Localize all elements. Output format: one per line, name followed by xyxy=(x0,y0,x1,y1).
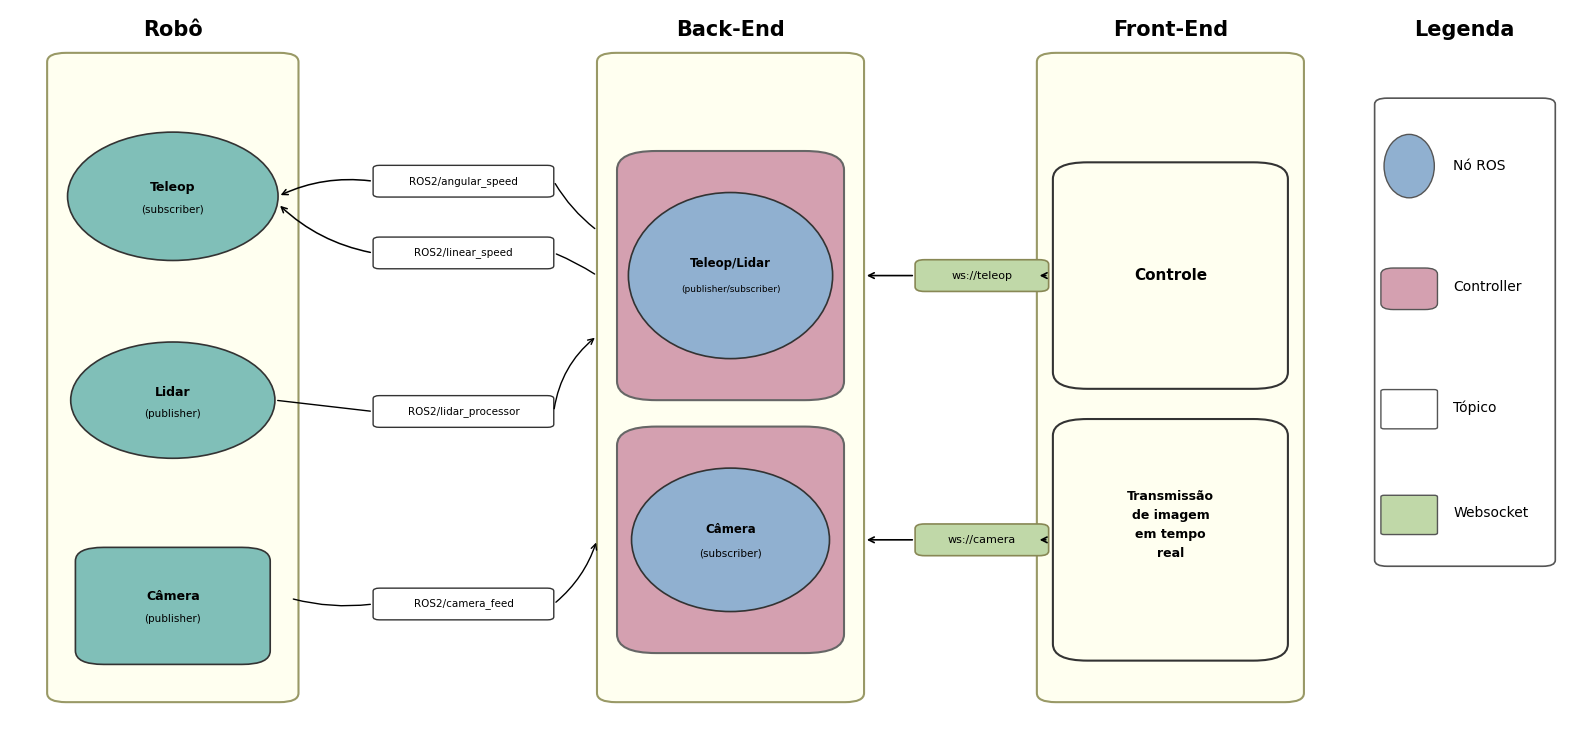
Text: (publisher): (publisher) xyxy=(145,408,201,419)
Text: (publisher/subscriber): (publisher/subscriber) xyxy=(680,285,781,294)
FancyBboxPatch shape xyxy=(372,588,553,620)
FancyBboxPatch shape xyxy=(1375,98,1555,566)
FancyBboxPatch shape xyxy=(914,260,1048,291)
Text: Robô: Robô xyxy=(143,20,203,40)
FancyBboxPatch shape xyxy=(1037,53,1304,702)
Text: ROS2/angular_speed: ROS2/angular_speed xyxy=(408,176,518,186)
FancyBboxPatch shape xyxy=(1053,162,1288,389)
FancyBboxPatch shape xyxy=(1053,419,1288,661)
Text: Câmera: Câmera xyxy=(705,522,756,536)
Text: Câmera: Câmera xyxy=(146,590,200,603)
FancyBboxPatch shape xyxy=(1381,268,1437,310)
Text: ROS2/camera_feed: ROS2/camera_feed xyxy=(413,599,514,609)
FancyBboxPatch shape xyxy=(75,547,270,664)
Text: Lidar: Lidar xyxy=(156,386,190,399)
Text: (subscriber): (subscriber) xyxy=(699,548,762,559)
FancyBboxPatch shape xyxy=(597,53,864,702)
FancyBboxPatch shape xyxy=(47,53,298,702)
FancyBboxPatch shape xyxy=(372,165,553,197)
FancyBboxPatch shape xyxy=(617,427,844,653)
FancyBboxPatch shape xyxy=(1381,390,1437,429)
Text: Controle: Controle xyxy=(1134,268,1207,283)
FancyBboxPatch shape xyxy=(372,237,553,269)
FancyBboxPatch shape xyxy=(1381,495,1437,535)
Text: ws://teleop: ws://teleop xyxy=(952,270,1012,281)
Ellipse shape xyxy=(1384,134,1434,198)
FancyBboxPatch shape xyxy=(617,151,844,400)
FancyBboxPatch shape xyxy=(372,396,553,427)
Text: Transmissão
de imagem
em tempo
real: Transmissão de imagem em tempo real xyxy=(1126,490,1214,559)
Text: Tópico: Tópico xyxy=(1453,400,1497,415)
Ellipse shape xyxy=(628,193,833,359)
Text: (subscriber): (subscriber) xyxy=(141,205,204,215)
Text: Front-End: Front-End xyxy=(1112,20,1229,40)
Text: Teleop/Lidar: Teleop/Lidar xyxy=(690,257,771,270)
Text: ROS2/linear_speed: ROS2/linear_speed xyxy=(415,248,512,258)
Ellipse shape xyxy=(632,468,829,612)
Text: Controller: Controller xyxy=(1453,280,1522,294)
Text: Teleop: Teleop xyxy=(151,180,195,194)
Text: Websocket: Websocket xyxy=(1453,507,1529,520)
Text: ROS2/lidar_processor: ROS2/lidar_processor xyxy=(407,406,520,417)
Text: Back-End: Back-End xyxy=(676,20,786,40)
Ellipse shape xyxy=(68,132,278,260)
Text: Legenda: Legenda xyxy=(1414,20,1514,40)
FancyBboxPatch shape xyxy=(914,524,1048,556)
Text: (publisher): (publisher) xyxy=(145,615,201,624)
Text: ws://camera: ws://camera xyxy=(947,535,1016,545)
Text: Nó ROS: Nó ROS xyxy=(1453,159,1505,173)
Ellipse shape xyxy=(71,342,275,458)
